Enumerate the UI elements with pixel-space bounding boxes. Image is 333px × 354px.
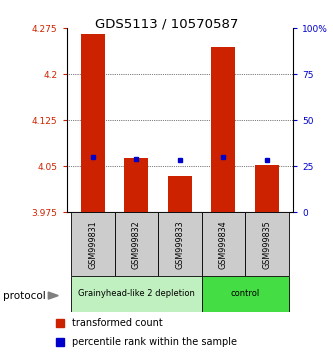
Bar: [211, 47, 235, 212]
Text: Grainyhead-like 2 depletion: Grainyhead-like 2 depletion: [78, 289, 195, 298]
Text: GSM999834: GSM999834: [219, 220, 228, 269]
Bar: [158, 212, 201, 276]
Text: GSM999833: GSM999833: [175, 220, 184, 269]
Bar: [71, 212, 115, 276]
Bar: [168, 176, 192, 212]
Polygon shape: [48, 292, 58, 299]
Text: GDS5113 / 10570587: GDS5113 / 10570587: [95, 18, 238, 31]
Bar: [255, 165, 279, 212]
Text: GSM999832: GSM999832: [132, 220, 141, 269]
Text: control: control: [230, 289, 260, 298]
Bar: [245, 212, 289, 276]
Bar: [124, 158, 148, 212]
Bar: [71, 276, 201, 312]
Bar: [201, 212, 245, 276]
Bar: [81, 34, 105, 212]
Text: percentile rank within the sample: percentile rank within the sample: [72, 337, 237, 347]
Text: GSM999831: GSM999831: [88, 220, 97, 269]
Text: GSM999835: GSM999835: [262, 220, 271, 269]
Bar: [115, 212, 158, 276]
Text: transformed count: transformed count: [72, 318, 163, 329]
Text: protocol: protocol: [3, 291, 46, 301]
Bar: [201, 276, 289, 312]
